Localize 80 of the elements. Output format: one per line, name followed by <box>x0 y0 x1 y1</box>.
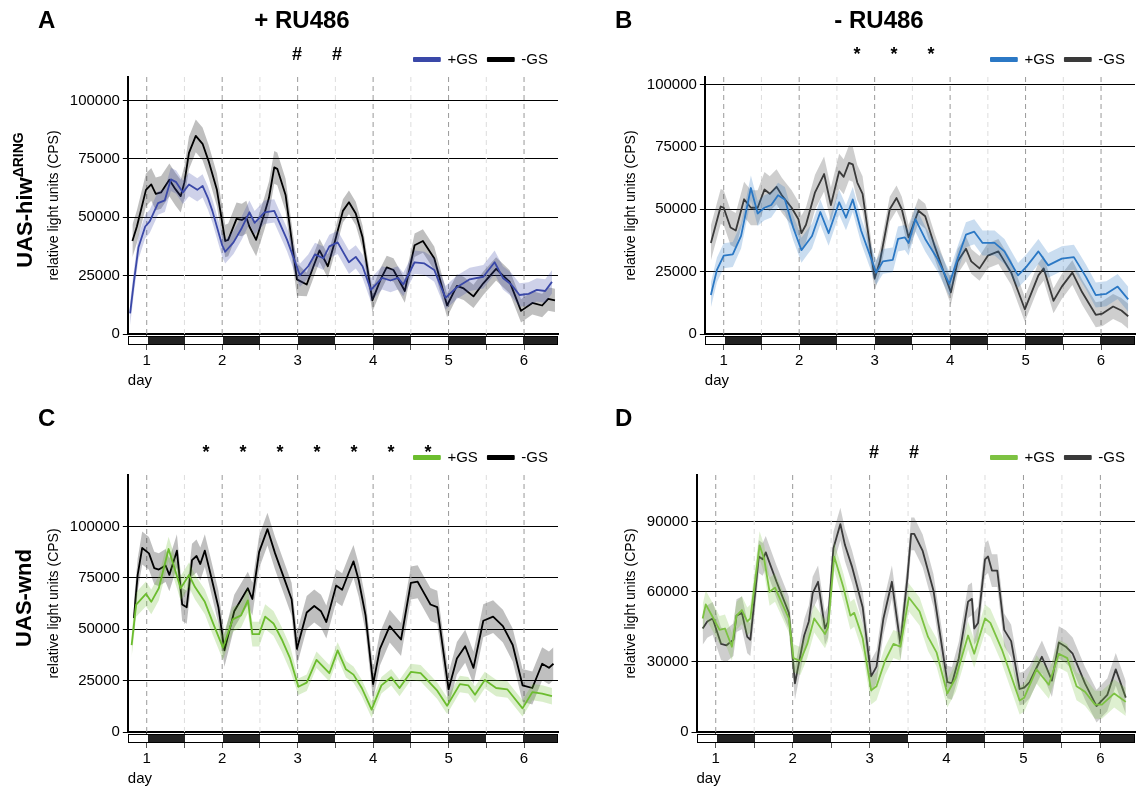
text: * <box>239 442 247 463</box>
x-tick-label: 4 <box>368 351 378 369</box>
text: UAS-wnd <box>11 549 37 647</box>
text: * <box>424 442 432 463</box>
x-axis-title: day <box>696 769 722 787</box>
y-tick-label: 0 <box>680 722 689 740</box>
x-tick-label: 2 <box>218 749 227 767</box>
x-tick-label: 3 <box>870 351 879 369</box>
text: * <box>313 442 321 463</box>
y-tick-label: 25000 <box>78 265 120 283</box>
y-tick-label: 25000 <box>655 261 697 279</box>
x-tick-label: 2 <box>218 351 227 369</box>
x-tick-label: 1 <box>142 749 151 767</box>
y-tick-label: 60000 <box>646 581 689 599</box>
y-axis-title: relative light units (CPS) <box>45 130 62 281</box>
x-tick-label: 5 <box>444 351 453 369</box>
chart-title: B <box>615 6 633 34</box>
legend-label: +GS <box>1024 447 1055 465</box>
x-tick-label: 4 <box>368 749 378 767</box>
text: # <box>332 44 343 65</box>
y-tick-label: 75000 <box>78 148 120 166</box>
x-axis-title: day <box>127 769 153 787</box>
chart-subtitle: - RU486 <box>834 6 924 33</box>
text: # <box>868 442 879 463</box>
legend-label: -GS <box>1098 447 1125 465</box>
x-tick-label: 6 <box>519 351 529 369</box>
x-tick-label: 2 <box>795 351 804 369</box>
x-tick-label: 5 <box>1019 749 1028 767</box>
x-axis-title: day <box>704 371 730 389</box>
text: * <box>927 44 935 65</box>
x-tick-label: 6 <box>1096 351 1106 369</box>
chart-title: A <box>38 6 56 34</box>
text: * <box>890 44 898 65</box>
x-tick-label: 4 <box>942 749 951 767</box>
chart-title: C <box>38 404 56 432</box>
x-tick-label: 2 <box>788 749 797 767</box>
y-tick-label: 75000 <box>655 137 697 154</box>
x-tick-label: 3 <box>293 749 302 767</box>
x-tick-label: 6 <box>519 749 529 767</box>
x-tick-label: 4 <box>945 351 955 369</box>
x-tick-label: 1 <box>719 351 728 369</box>
y-tick-label: 0 <box>111 324 120 342</box>
y-tick-label: 0 <box>111 722 120 740</box>
y-tick-label: 0 <box>688 324 697 342</box>
text: # <box>909 442 920 463</box>
chart-title: D <box>615 404 633 432</box>
legend-label: -GS <box>521 447 548 465</box>
text: * <box>350 442 358 463</box>
x-tick-label: 5 <box>1021 351 1030 369</box>
y-tick-label: 100000 <box>69 90 120 108</box>
legend-label: +GS <box>1024 49 1055 67</box>
legend-label: -GS <box>1098 49 1125 67</box>
x-tick-label: 5 <box>444 749 453 767</box>
x-tick-label: 3 <box>865 749 874 767</box>
y-tick-label: 50000 <box>78 619 120 637</box>
y-tick-label: 50000 <box>655 199 697 217</box>
x-tick-label: 3 <box>293 351 302 369</box>
legend-label: +GS <box>447 447 478 465</box>
legend-label: +GS <box>447 49 478 67</box>
text: * <box>202 442 210 463</box>
x-axis-title: day <box>127 371 153 389</box>
y-axis-title: relative light units (CPS) <box>622 130 639 281</box>
y-tick-label: 25000 <box>78 670 120 688</box>
chart-subtitle: + RU486 <box>254 6 350 33</box>
y-axis-title: relative light units (CPS) <box>622 528 639 679</box>
y-tick-label: 100000 <box>646 74 697 92</box>
text: # <box>291 44 302 65</box>
x-tick-label: 1 <box>142 351 151 369</box>
y-tick-label: 75000 <box>78 567 120 585</box>
text: * <box>853 44 861 65</box>
text: * <box>276 442 284 463</box>
y-tick-label: 50000 <box>78 207 120 225</box>
x-tick-label: 6 <box>1096 749 1105 767</box>
x-tick-label: 1 <box>711 749 720 767</box>
y-tick-label: 30000 <box>646 652 689 670</box>
legend-label: -GS <box>521 49 548 67</box>
y-tick-label: 90000 <box>646 511 689 529</box>
y-axis-title: relative light units (CPS) <box>45 528 62 679</box>
y-tick-label: 100000 <box>69 516 120 534</box>
text: * <box>387 442 395 463</box>
